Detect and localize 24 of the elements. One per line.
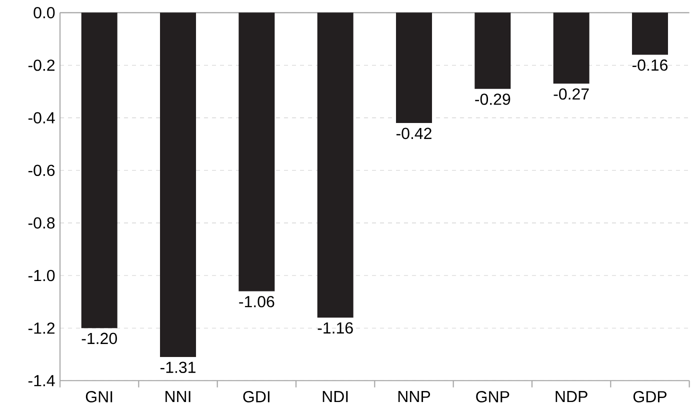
x-tick-label: NDI [322,391,348,402]
y-tick-label: -1.0 [28,270,55,282]
data-label: -0.16 [632,59,668,71]
y-tick-label: -1.2 [28,322,54,334]
data-label: -1.20 [82,332,117,344]
data-label: -0.27 [554,88,589,100]
x-tick-label: GDI [243,391,270,402]
data-label: -0.42 [396,128,432,140]
data-label: -1.16 [318,322,353,334]
y-tick-label: 0.0 [34,7,55,18]
y-tick-label: -0.4 [28,112,55,124]
y-tick-label: -0.2 [28,60,54,71]
data-label: -1.31 [160,362,196,374]
x-tick-label: GDP [633,391,666,402]
y-tick-label: -0.8 [28,217,55,229]
x-tick-label: GNP [476,391,510,402]
data-label: -1.06 [239,296,274,308]
y-tick-label: -0.6 [28,164,55,176]
x-tick-label: GNI [86,391,112,402]
data-label: -0.29 [475,94,510,105]
x-tick-label: NNI [166,391,190,402]
x-tick-label: NDP [556,391,588,402]
y-tick-label: -1.4 [28,375,55,386]
x-tick-label: NNP [398,391,430,402]
